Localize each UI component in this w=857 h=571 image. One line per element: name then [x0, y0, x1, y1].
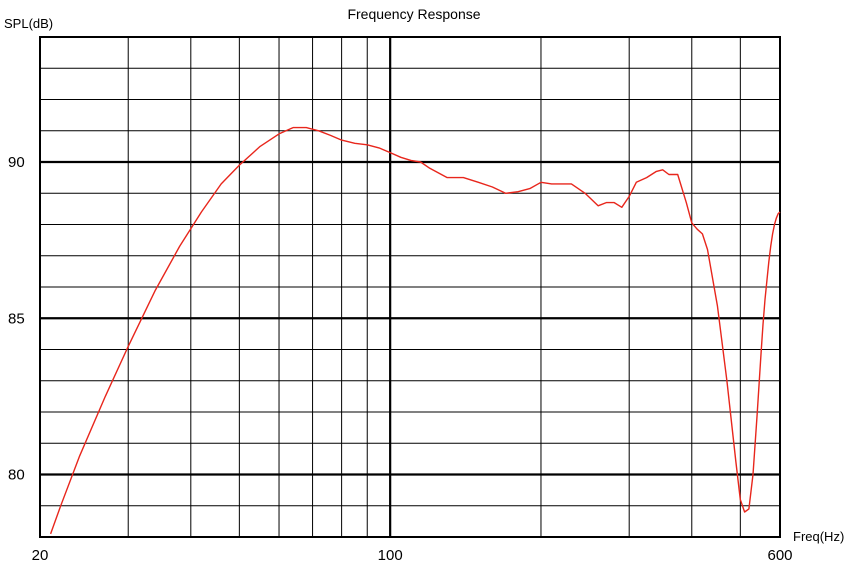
spl-curve	[49, 126, 781, 535]
x-tick-label: 600	[767, 547, 792, 564]
y-tick-labels: 80 85 90	[8, 154, 25, 484]
y-tick-label: 90	[8, 154, 25, 171]
x-tick-labels: 20 100 600	[32, 547, 793, 564]
y-tick-label: 85	[8, 310, 25, 327]
y-axis-label: SPL(dB)	[4, 16, 53, 31]
x-tick-label: 100	[378, 547, 403, 564]
y-tick-label: 80	[8, 467, 25, 484]
plot-frame	[39, 36, 781, 538]
chart-title: Frequency Response	[347, 6, 480, 22]
x-axis-label: Freq(Hz)	[793, 529, 844, 544]
x-tick-label: 20	[32, 547, 49, 564]
major-gridlines	[40, 37, 780, 537]
series-group	[49, 126, 781, 535]
minor-gridlines	[40, 37, 780, 537]
